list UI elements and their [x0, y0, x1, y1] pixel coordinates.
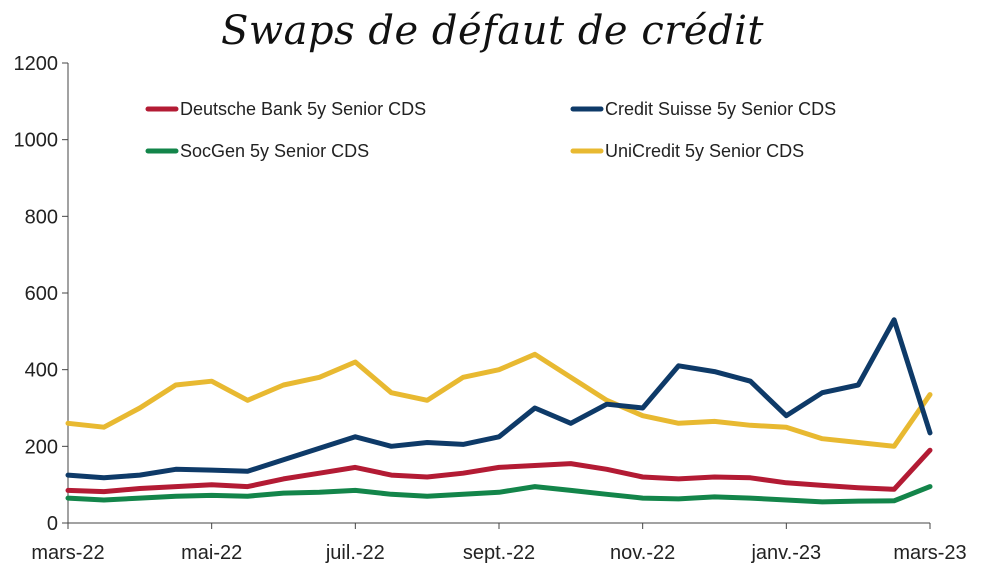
- series-line-1: [65, 317, 933, 481]
- legend-label: SocGen 5y Senior CDS: [180, 141, 369, 161]
- y-tick-label: 800: [25, 206, 58, 228]
- legend-label: UniCredit 5y Senior CDS: [605, 141, 804, 161]
- legend: Deutsche Bank 5y Senior CDS Credit Suisse…: [145, 99, 836, 161]
- y-tick-label: 200: [25, 436, 58, 458]
- series-line-3: [65, 351, 933, 449]
- series-lines: [65, 317, 933, 505]
- series-line-0: [65, 447, 933, 495]
- y-tick-label: 1200: [14, 53, 59, 75]
- y-tick-label: 1000: [14, 130, 59, 152]
- x-tick-label: sept.-22: [463, 542, 535, 564]
- series-line-2: [65, 484, 933, 505]
- y-tick-label: 400: [25, 360, 58, 382]
- x-tick-label: mars-23: [893, 542, 966, 564]
- x-tick-label: mai-22: [181, 542, 242, 564]
- legend-label: Credit Suisse 5y Senior CDS: [605, 99, 836, 119]
- x-tick-label: janv.-23: [750, 542, 821, 564]
- axes: 0 200 400 600 800 1000 1200 mars-22 mai-22 juil.-…: [14, 53, 967, 564]
- y-tick-label: 0: [47, 513, 58, 535]
- y-tick-label: 600: [25, 283, 58, 305]
- x-tick-label: nov.-22: [610, 542, 675, 564]
- legend-label: Deutsche Bank 5y Senior CDS: [180, 99, 426, 119]
- chart-title: Swaps de défaut de crédit: [221, 8, 764, 54]
- x-tick-label: mars-22: [31, 542, 104, 564]
- x-tick-label: juil.-22: [325, 542, 385, 564]
